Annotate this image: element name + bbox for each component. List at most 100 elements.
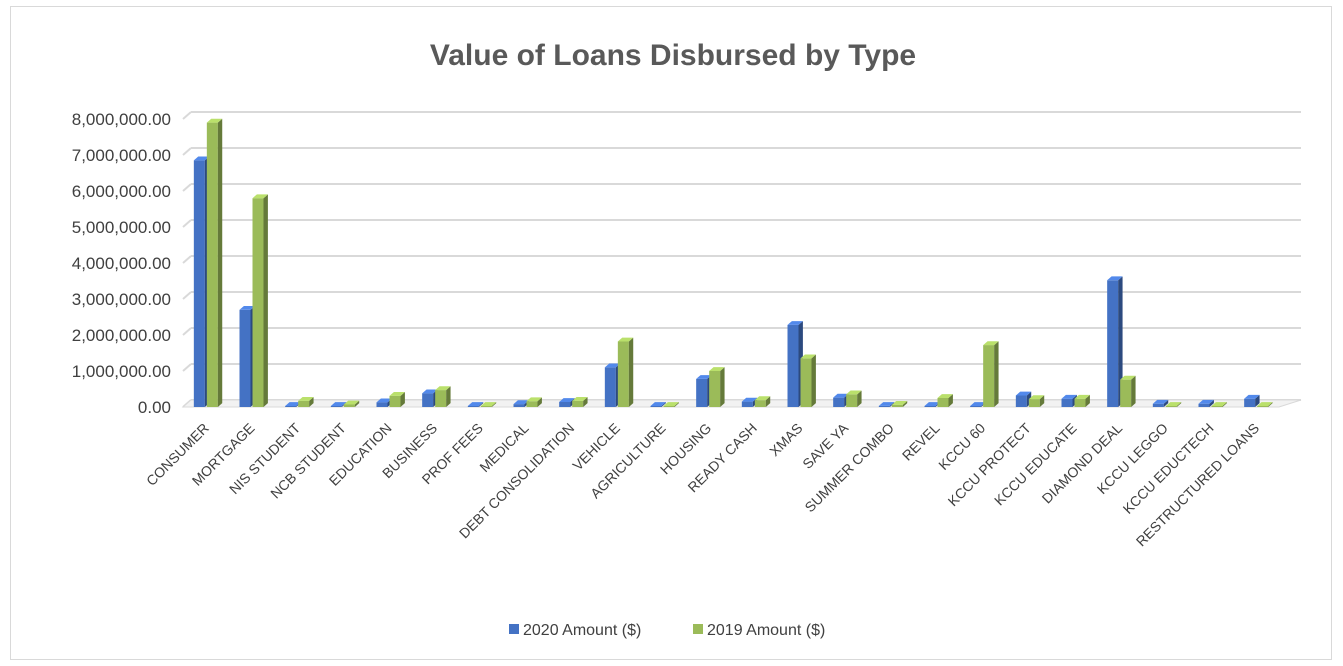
x-category-label: SUMMER COMBO: [801, 420, 897, 516]
bar-front: [1211, 406, 1223, 407]
bar-front: [239, 309, 251, 407]
bar-2020: [1244, 394, 1260, 407]
x-category-label: REVEL: [899, 420, 943, 464]
bar-front: [572, 400, 584, 407]
bar-front: [833, 397, 845, 407]
bar-front: [878, 405, 890, 407]
bar-top: [709, 367, 725, 371]
bar-side: [1268, 402, 1273, 407]
bar-side: [1209, 399, 1214, 407]
bar-top: [252, 194, 268, 199]
gridline-side: [182, 147, 192, 156]
bar-2019: [983, 341, 999, 407]
bar-2019: [206, 118, 223, 407]
bar-2019: [1257, 402, 1273, 407]
bar-side: [217, 118, 223, 407]
bar-2019: [480, 402, 497, 407]
x-category-label: KCCU PROTECT: [945, 419, 1035, 509]
bar-side: [720, 367, 725, 407]
bar-top: [833, 393, 849, 398]
bar-top: [891, 400, 908, 405]
bar-top: [193, 156, 210, 161]
bar-side: [583, 397, 588, 407]
bar-front: [343, 404, 355, 407]
bar-top: [650, 402, 666, 406]
bar-front: [193, 160, 205, 407]
bar-front: [937, 398, 949, 407]
bar-side: [1222, 402, 1227, 407]
bar-front: [1061, 398, 1073, 407]
bar-side: [1176, 402, 1182, 407]
bar-top: [343, 400, 360, 405]
gridlines: [181, 111, 1302, 408]
bar-front: [709, 371, 721, 407]
bar-top: [330, 402, 347, 406]
bar-front: [389, 395, 401, 407]
bar-top: [983, 341, 999, 346]
bar-front: [696, 378, 708, 407]
bar-2020: [650, 402, 666, 407]
bar-side: [857, 390, 862, 407]
gridline-side: [182, 219, 192, 228]
bar-side: [661, 402, 666, 407]
bar-front: [435, 390, 447, 407]
bars: [193, 118, 1273, 407]
bar-2019: [1211, 402, 1227, 407]
bar-side: [1039, 395, 1045, 407]
bar-front: [1074, 398, 1086, 407]
gridline-side: [182, 363, 192, 372]
bar-top: [970, 402, 986, 406]
bar-2020: [1198, 399, 1214, 407]
bar-front: [1120, 379, 1132, 407]
bar-2020: [878, 402, 895, 407]
bar-top: [572, 397, 588, 401]
bar-front: [617, 341, 629, 407]
bar-side: [1163, 399, 1169, 407]
bar-top: [239, 305, 255, 310]
bar-2019: [298, 397, 314, 407]
gridline-side: [182, 327, 192, 336]
bar-side: [263, 194, 268, 407]
bar-side: [1255, 394, 1260, 407]
chart-title: Value of Loans Disbursed by Type: [430, 39, 916, 72]
bar-2019: [343, 400, 360, 407]
bar-2020: [1107, 276, 1123, 407]
bar-front: [206, 122, 218, 407]
bar-front: [1107, 280, 1119, 407]
bar-front: [376, 402, 388, 407]
bar-2019: [1028, 395, 1045, 407]
bar-front: [467, 406, 479, 407]
gridline-side: [182, 183, 192, 192]
bar-top: [1152, 399, 1169, 404]
bar-front: [1244, 398, 1256, 407]
bar-front: [924, 406, 936, 407]
bar-front: [422, 393, 434, 407]
bar-2019: [526, 397, 542, 407]
bar-side: [1131, 375, 1136, 407]
bar-top: [741, 397, 758, 402]
bar-top: [617, 337, 634, 342]
bar-2019: [572, 397, 588, 407]
y-tick-label: 1,000,000.00: [72, 362, 171, 381]
bar-side: [765, 396, 771, 407]
bar-side: [537, 397, 542, 407]
bar-2019: [709, 367, 725, 407]
bar-front: [252, 198, 264, 407]
bar-top: [1074, 394, 1090, 399]
bar-2019: [1074, 394, 1090, 407]
bar-front: [559, 401, 571, 407]
bar-2019: [252, 194, 268, 407]
bar-top: [389, 391, 405, 396]
bar-2019: [846, 390, 862, 407]
bar-top: [513, 400, 529, 405]
y-axis-ticks: 0.00 1,000,000.00 2,000,000.00 3,000,000.00…: [72, 110, 171, 417]
gridline-side: [182, 111, 192, 120]
bar-front: [480, 406, 492, 407]
bar-top: [604, 363, 621, 368]
bar-top: [846, 390, 862, 395]
bar-front: [526, 401, 538, 407]
x-category-label: DIAMOND DEAL: [1039, 420, 1126, 507]
y-tick-label: 8,000,000.00: [72, 110, 171, 129]
bar-top: [435, 386, 451, 391]
bar-front: [298, 400, 310, 407]
